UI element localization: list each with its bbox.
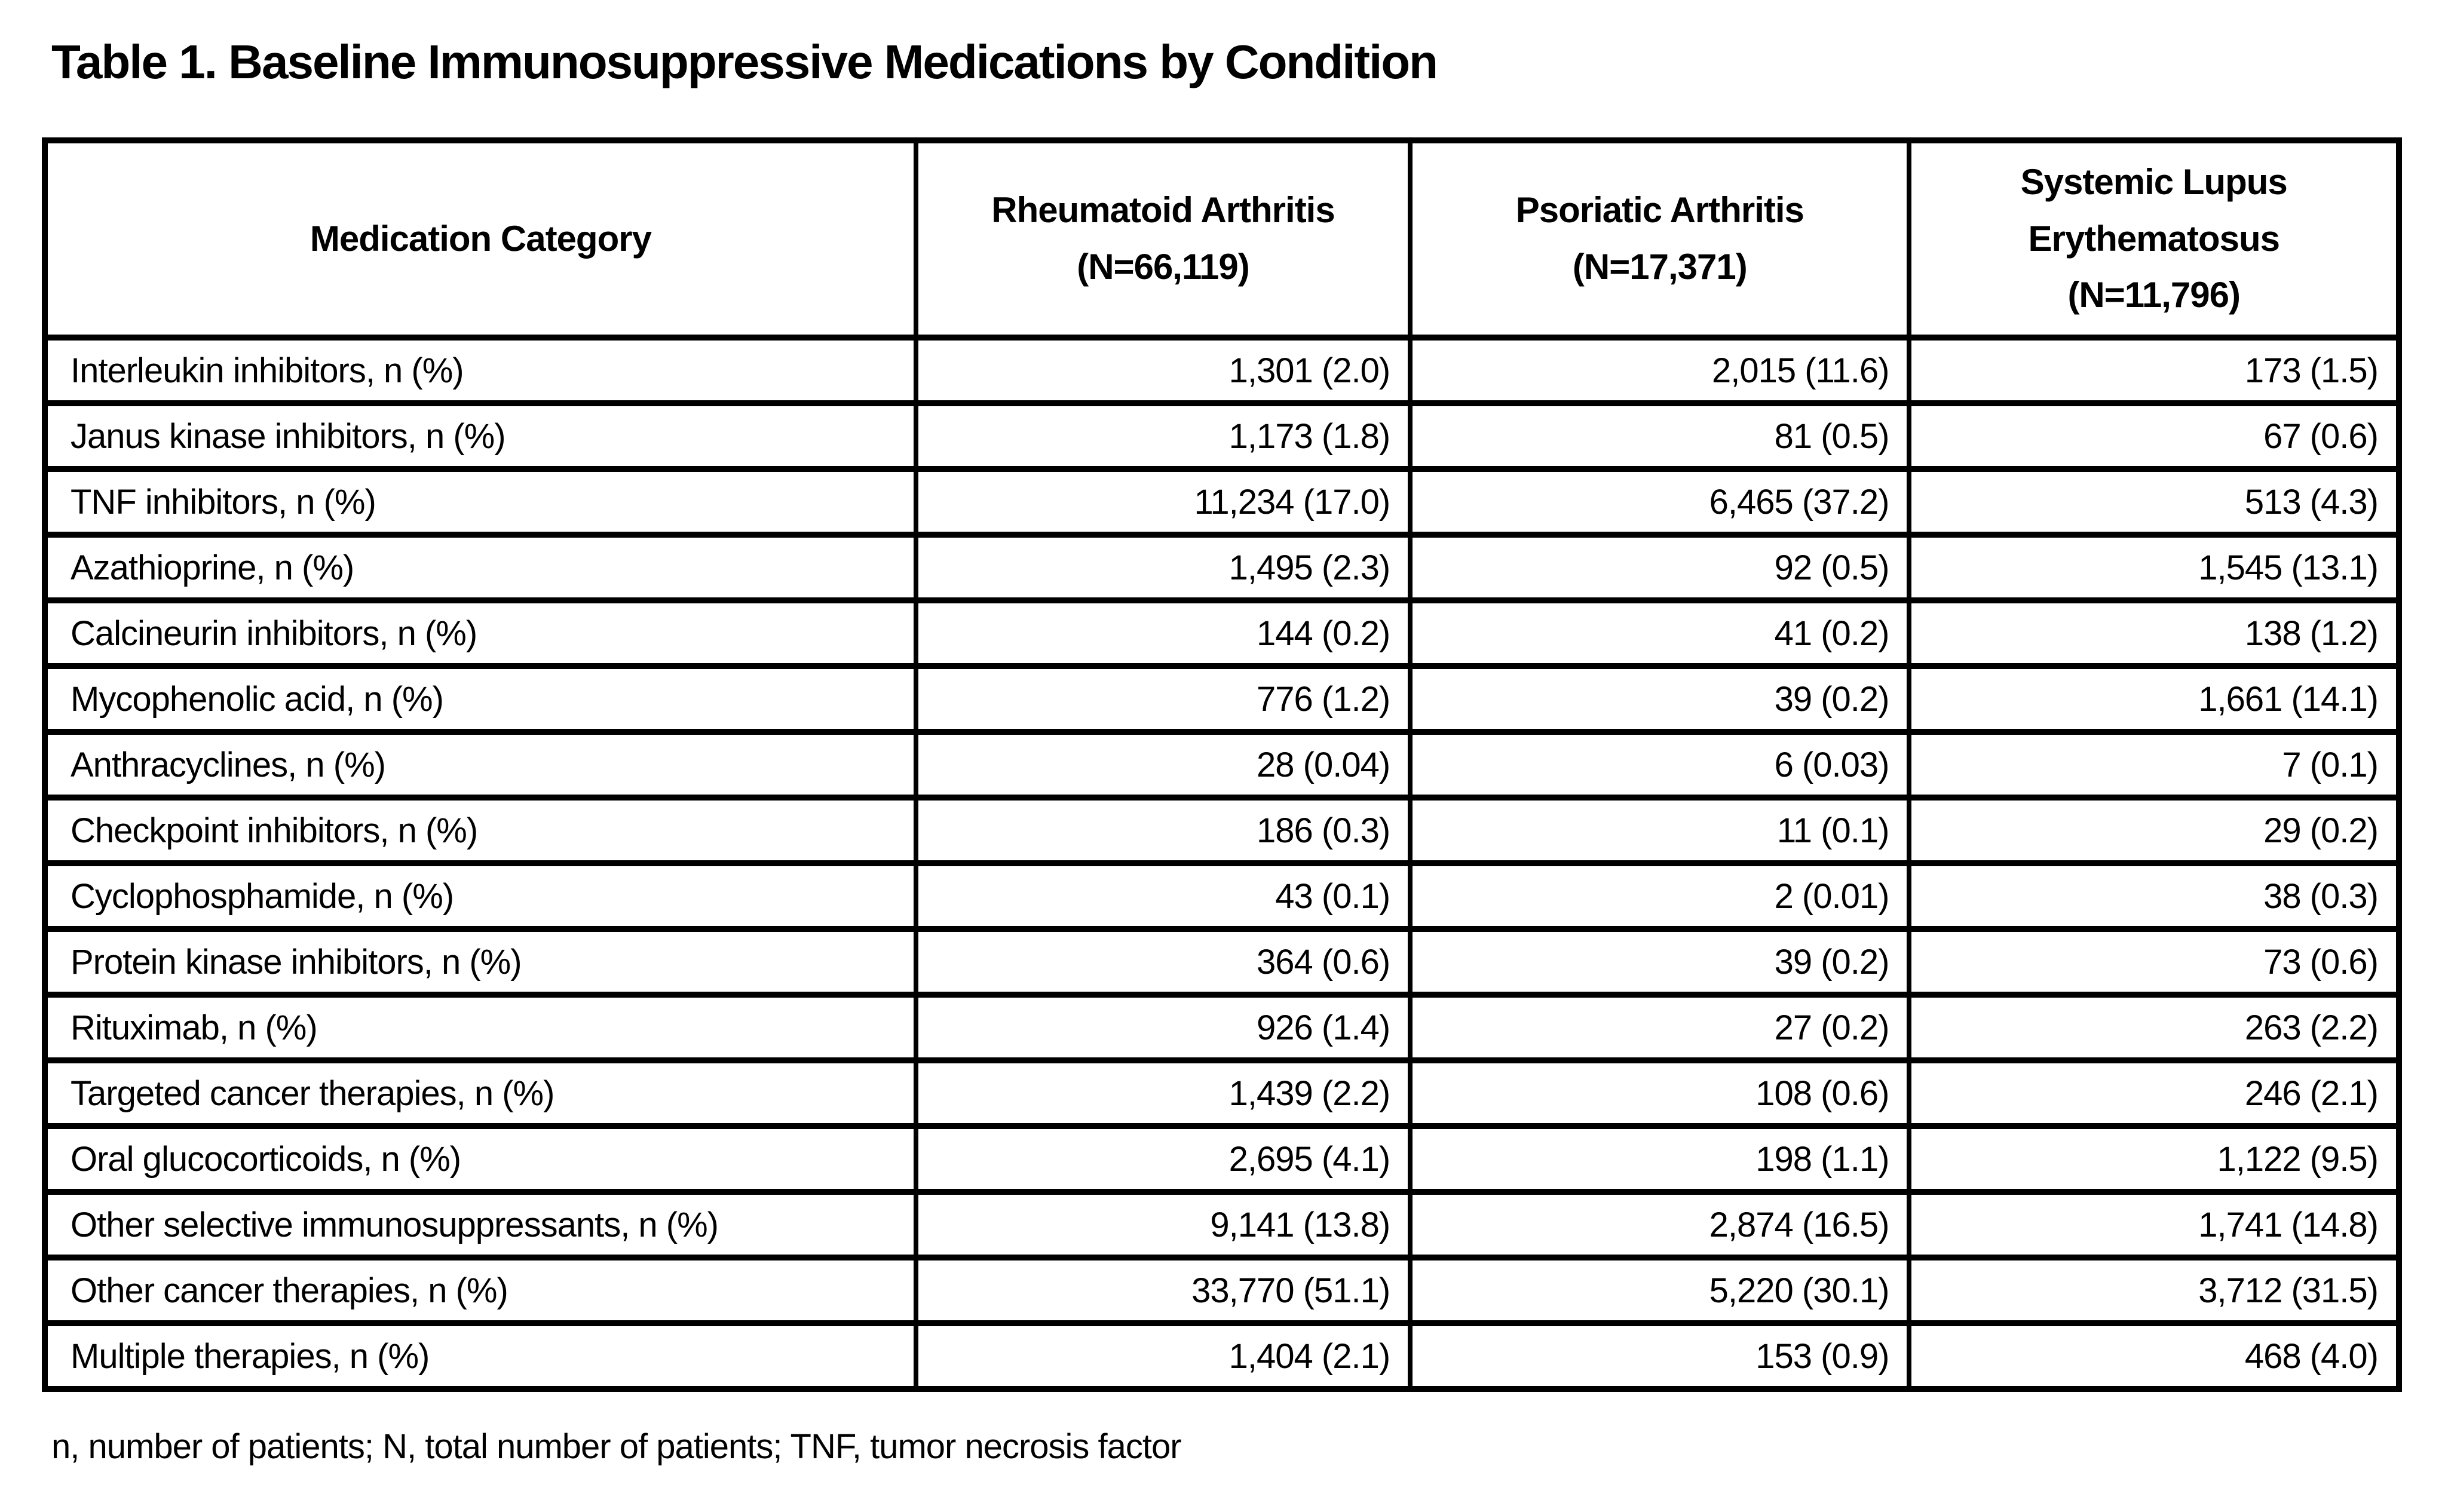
medication-category-cell: Azathioprine, n (%)	[42, 532, 918, 603]
sle-value-cell: 1,545 (13.1)	[1907, 532, 2401, 603]
column-header-label: Systemic Lupus Erythematosus	[2020, 161, 2288, 259]
sle-value-cell: 73 (0.6)	[1907, 926, 2401, 998]
medication-category-cell: Multiple therapies, n (%)	[42, 1320, 918, 1392]
column-header-systemic-lupus-erythematosus: Systemic Lupus Erythematosus (N=11,796)	[1907, 137, 2401, 341]
table-row: TNF inhibitors, n (%) 11,234 (17.0) 6,46…	[42, 466, 2401, 538]
sle-value-cell: 173 (1.5)	[1907, 335, 2401, 406]
psa-value-cell: 198 (1.1)	[1408, 1123, 1912, 1195]
medication-category-cell: Mycophenolic acid, n (%)	[42, 663, 918, 735]
psa-value-cell: 81 (0.5)	[1408, 400, 1912, 472]
medications-table: Medication Category Rheumatoid Arthritis…	[42, 137, 2402, 1392]
psa-value-cell: 153 (0.9)	[1408, 1320, 1912, 1392]
ra-value-cell: 364 (0.6)	[913, 926, 1413, 998]
column-header-psoriatic-arthritis: Psoriatic Arthritis (N=17,371)	[1408, 137, 1912, 341]
medication-category-cell: Checkpoint inhibitors, n (%)	[42, 795, 918, 866]
ra-value-cell: 28 (0.04)	[913, 729, 1413, 801]
psa-value-cell: 5,220 (30.1)	[1408, 1255, 1912, 1326]
ra-value-cell: 1,173 (1.8)	[913, 400, 1413, 472]
ra-value-cell: 186 (0.3)	[913, 795, 1413, 866]
psa-value-cell: 6,465 (37.2)	[1408, 466, 1912, 538]
table-row: Rituximab, n (%) 926 (1.4) 27 (0.2) 263 …	[42, 992, 2401, 1063]
column-header-n-total: (N=11,796)	[2067, 275, 2241, 315]
table-row: Mycophenolic acid, n (%) 776 (1.2) 39 (0…	[42, 663, 2401, 735]
medication-category-cell: Anthracyclines, n (%)	[42, 729, 918, 801]
table-footnote: n, number of patients; N, total number o…	[51, 1427, 1182, 1466]
table-title: Table 1. Baseline Immunosuppressive Medi…	[51, 35, 1438, 88]
column-header-n-total: (N=17,371)	[1572, 247, 1748, 287]
header-row: Medication Category Rheumatoid Arthritis…	[42, 137, 2401, 341]
psa-value-cell: 2,015 (11.6)	[1408, 335, 1912, 406]
sle-value-cell: 67 (0.6)	[1907, 400, 2401, 472]
medication-category-cell: Other cancer therapies, n (%)	[42, 1255, 918, 1326]
table-row: Oral glucocorticoids, n (%) 2,695 (4.1) …	[42, 1123, 2401, 1195]
table-row: Calcineurin inhibitors, n (%) 144 (0.2) …	[42, 597, 2401, 669]
psa-value-cell: 2,874 (16.5)	[1408, 1189, 1912, 1260]
medication-category-cell: Other selective immunosuppressants, n (%…	[42, 1189, 918, 1260]
ra-value-cell: 1,404 (2.1)	[913, 1320, 1413, 1392]
medication-category-cell: Protein kinase inhibitors, n (%)	[42, 926, 918, 998]
sle-value-cell: 1,661 (14.1)	[1907, 663, 2401, 735]
table-row: Cyclophosphamide, n (%) 43 (0.1) 2 (0.01…	[42, 860, 2401, 932]
medication-category-cell: Calcineurin inhibitors, n (%)	[42, 597, 918, 669]
sle-value-cell: 138 (1.2)	[1907, 597, 2401, 669]
ra-value-cell: 926 (1.4)	[913, 992, 1413, 1063]
column-header-label: Rheumatoid Arthritis	[991, 190, 1335, 231]
sle-value-cell: 263 (2.2)	[1907, 992, 2401, 1063]
psa-value-cell: 11 (0.1)	[1408, 795, 1912, 866]
sle-value-cell: 1,741 (14.8)	[1907, 1189, 2401, 1260]
ra-value-cell: 43 (0.1)	[913, 860, 1413, 932]
sle-value-cell: 246 (2.1)	[1907, 1057, 2401, 1129]
column-header-label: Medication Category	[310, 218, 652, 259]
column-header-medication-category: Medication Category	[42, 137, 918, 341]
sle-value-cell: 38 (0.3)	[1907, 860, 2401, 932]
table-row: Janus kinase inhibitors, n (%) 1,173 (1.…	[42, 400, 2401, 472]
ra-value-cell: 1,495 (2.3)	[913, 532, 1413, 603]
table-row: Other cancer therapies, n (%) 33,770 (51…	[42, 1255, 2401, 1326]
psa-value-cell: 27 (0.2)	[1408, 992, 1912, 1063]
column-header-n-total: (N=66,119)	[1077, 247, 1250, 287]
column-header-rheumatoid-arthritis: Rheumatoid Arthritis (N=66,119)	[913, 137, 1413, 341]
table-row: Checkpoint inhibitors, n (%) 186 (0.3) 1…	[42, 795, 2401, 866]
ra-value-cell: 144 (0.2)	[913, 597, 1413, 669]
sle-value-cell: 513 (4.3)	[1907, 466, 2401, 538]
psa-value-cell: 41 (0.2)	[1408, 597, 1912, 669]
sle-value-cell: 3,712 (31.5)	[1907, 1255, 2401, 1326]
medication-category-cell: Oral glucocorticoids, n (%)	[42, 1123, 918, 1195]
sle-value-cell: 7 (0.1)	[1907, 729, 2401, 801]
ra-value-cell: 9,141 (13.8)	[913, 1189, 1413, 1260]
medication-category-cell: Rituximab, n (%)	[42, 992, 918, 1063]
sle-value-cell: 29 (0.2)	[1907, 795, 2401, 866]
medication-category-cell: Interleukin inhibitors, n (%)	[42, 335, 918, 406]
table-row: Other selective immunosuppressants, n (%…	[42, 1189, 2401, 1260]
medication-category-cell: TNF inhibitors, n (%)	[42, 466, 918, 538]
ra-value-cell: 2,695 (4.1)	[913, 1123, 1413, 1195]
ra-value-cell: 11,234 (17.0)	[913, 466, 1413, 538]
psa-value-cell: 108 (0.6)	[1408, 1057, 1912, 1129]
ra-value-cell: 33,770 (51.1)	[913, 1255, 1413, 1326]
medication-category-cell: Targeted cancer therapies, n (%)	[42, 1057, 918, 1129]
psa-value-cell: 2 (0.01)	[1408, 860, 1912, 932]
psa-value-cell: 39 (0.2)	[1408, 926, 1912, 998]
psa-value-cell: 39 (0.2)	[1408, 663, 1912, 735]
table-row: Multiple therapies, n (%) 1,404 (2.1) 15…	[42, 1320, 2401, 1392]
ra-value-cell: 776 (1.2)	[913, 663, 1413, 735]
psa-value-cell: 6 (0.03)	[1408, 729, 1912, 801]
table-row: Targeted cancer therapies, n (%) 1,439 (…	[42, 1057, 2401, 1129]
sle-value-cell: 1,122 (9.5)	[1907, 1123, 2401, 1195]
table-row: Protein kinase inhibitors, n (%) 364 (0.…	[42, 926, 2401, 998]
medication-category-cell: Cyclophosphamide, n (%)	[42, 860, 918, 932]
medication-category-cell: Janus kinase inhibitors, n (%)	[42, 400, 918, 472]
ra-value-cell: 1,439 (2.2)	[913, 1057, 1413, 1129]
column-header-label: Psoriatic Arthritis	[1515, 190, 1804, 231]
psa-value-cell: 92 (0.5)	[1408, 532, 1912, 603]
table-row: Interleukin inhibitors, n (%) 1,301 (2.0…	[42, 335, 2401, 406]
sle-value-cell: 468 (4.0)	[1907, 1320, 2401, 1392]
table-row: Azathioprine, n (%) 1,495 (2.3) 92 (0.5)…	[42, 532, 2401, 603]
ra-value-cell: 1,301 (2.0)	[913, 335, 1413, 406]
table-row: Anthracyclines, n (%) 28 (0.04) 6 (0.03)…	[42, 729, 2401, 801]
